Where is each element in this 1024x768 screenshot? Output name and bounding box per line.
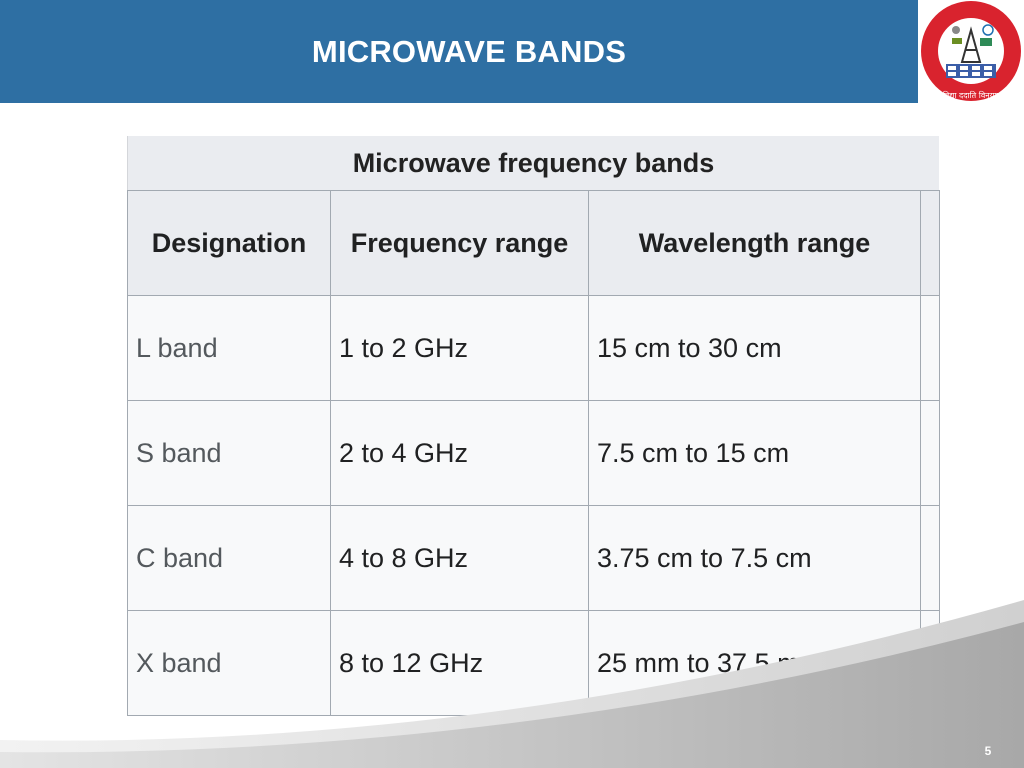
page-number: 5 [984, 744, 992, 758]
header-bar [0, 0, 918, 103]
table-row: L band 1 to 2 GHz 15 cm to 30 cm [127, 295, 940, 401]
table-cell: 7.5 cm to 15 cm [588, 400, 921, 506]
institution-seal-icon: विद्या ददाति विनयम् [918, 0, 1024, 103]
column-header: Wavelength range [588, 190, 921, 296]
table-cell: 8 to 12 GHz [330, 610, 589, 716]
bands-table-container: Microwave frequency bands Designation Fr… [127, 136, 940, 716]
bands-table: Designation Frequency range Wavelength r… [127, 190, 940, 716]
table-cell: 3.75 cm to 7.5 cm [588, 505, 921, 611]
footer-wave-decoration [0, 600, 1024, 768]
table-row: X band 8 to 12 GHz 25 mm to 37.5 mm [127, 610, 940, 716]
table-cell: L band [127, 295, 331, 401]
svg-text:विद्या ददाति विनयम्: विद्या ददाति विनयम् [943, 90, 1001, 101]
slide-title: MICROWAVE BANDS [311, 33, 627, 69]
table-cell: 1 to 2 GHz [330, 295, 589, 401]
table-header-row: Designation Frequency range Wavelength r… [127, 190, 940, 296]
table-row: C band 4 to 8 GHz 3.75 cm to 7.5 cm [127, 505, 940, 611]
table-row: S band 2 to 4 GHz 7.5 cm to 15 cm [127, 400, 940, 506]
table-cell: 4 to 8 GHz [330, 505, 589, 611]
table-cell: C band [127, 505, 331, 611]
empty-cell [920, 505, 940, 611]
empty-cell [920, 400, 940, 506]
table-cell: X band [127, 610, 331, 716]
table-caption: Microwave frequency bands [127, 136, 939, 190]
column-header: Frequency range [330, 190, 589, 296]
empty-cell [920, 295, 940, 401]
table-cell: S band [127, 400, 331, 506]
table-cell: 2 to 4 GHz [330, 400, 589, 506]
column-header: Designation [127, 190, 331, 296]
table-cell: 15 cm to 30 cm [588, 295, 921, 401]
empty-column-header [920, 190, 940, 296]
